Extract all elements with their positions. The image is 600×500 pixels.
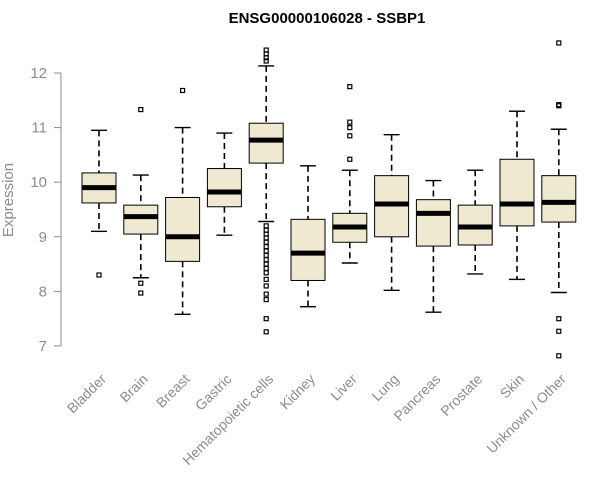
outlier-point [263, 291, 269, 297]
outlier-point [263, 265, 269, 272]
box-group [415, 179, 451, 313]
outlier-point [263, 261, 269, 267]
box-iqr [165, 196, 201, 262]
box-iqr [541, 175, 577, 223]
box-group [248, 47, 284, 335]
x-tick-label: Liver [327, 371, 360, 404]
y-tick-label: 9 [39, 229, 47, 246]
boxes-layer [81, 40, 577, 359]
outlier-point [263, 329, 269, 335]
outlier-point [263, 58, 269, 64]
outlier-point [263, 296, 269, 303]
box-iqr [248, 122, 284, 164]
box-group [290, 165, 326, 308]
box-iqr [415, 199, 451, 247]
outlier-point [263, 252, 269, 258]
outlier-point [556, 353, 562, 359]
outlier-point [138, 106, 144, 113]
outlier-point [263, 223, 269, 229]
outlier-point [263, 55, 269, 61]
y-axis: 7 8 9 10 11 12 [30, 65, 62, 355]
outlier-point [556, 316, 562, 322]
outlier-point [556, 40, 562, 46]
box-group [499, 110, 535, 281]
y-tick-label: 10 [30, 174, 47, 191]
x-tick-label: Breast [153, 371, 193, 411]
box-group [206, 132, 242, 236]
box-group [332, 84, 368, 264]
outlier-point [347, 84, 353, 90]
outlier-point [263, 276, 269, 282]
outlier-point [96, 272, 102, 278]
y-tick-label: 11 [31, 120, 47, 137]
box-group [165, 87, 201, 316]
outlier-point [263, 248, 269, 254]
outlier-point [263, 270, 269, 276]
x-tick-label: Unknown / Other [483, 371, 569, 457]
y-axis-label: Expression [0, 163, 17, 237]
outlier-point [263, 239, 269, 245]
outlier-point [263, 244, 269, 250]
outlier-point [556, 103, 562, 109]
x-tick-label: Prostate [437, 371, 485, 419]
y-tick-label: 7 [39, 338, 47, 355]
x-tick-label: Skin [497, 371, 528, 402]
outlier-point [138, 290, 144, 296]
outlier-point [263, 257, 269, 263]
box-group [541, 40, 577, 359]
box-group [374, 133, 410, 292]
box-iqr [290, 218, 326, 281]
outlier-point [347, 156, 353, 162]
box-group [457, 169, 493, 275]
outlier-point [347, 119, 353, 125]
outlier-point [347, 133, 353, 139]
outlier-point [347, 124, 353, 131]
outlier-point [138, 280, 144, 286]
x-tick-label: Kidney [277, 371, 319, 413]
box-iqr [206, 168, 242, 208]
outlier-point [263, 283, 269, 289]
outlier-point [263, 316, 269, 322]
box-group [81, 129, 117, 278]
box-iqr [123, 204, 159, 235]
box-group [123, 106, 159, 296]
box-iqr [499, 158, 535, 227]
y-tick-label: 8 [39, 283, 47, 300]
x-tick-label: Bladder [64, 371, 110, 417]
y-tick-label: 12 [30, 65, 47, 82]
outlier-point [180, 87, 186, 94]
chart-title: ENSG00000106028 - SSBP1 [229, 10, 426, 27]
x-tick-label: Lung [368, 371, 401, 404]
x-tick-label: Brain [116, 371, 150, 405]
outlier-point [556, 328, 562, 334]
